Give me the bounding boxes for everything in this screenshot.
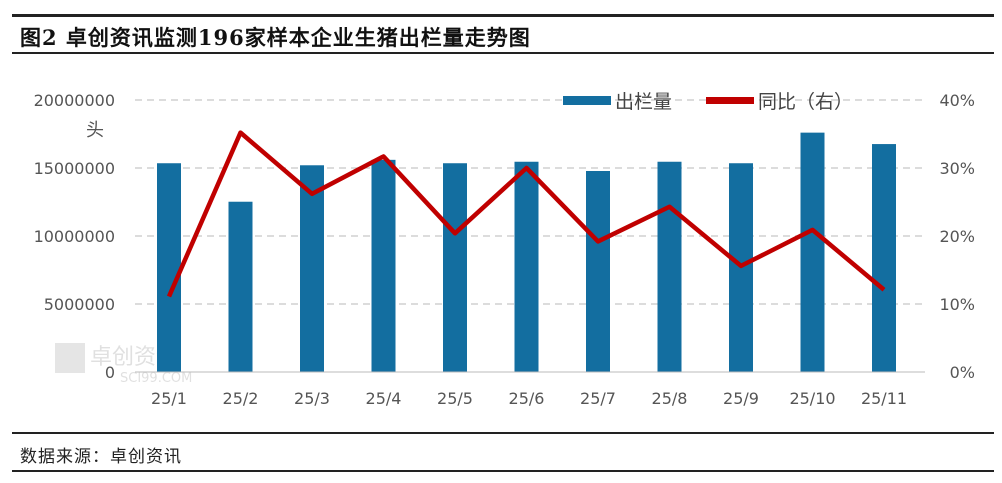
x-tick: 25/9 [723,389,759,408]
bar-25/11 [872,144,896,372]
bar-25/8 [657,161,682,372]
x-tick: 25/5 [437,389,473,408]
y-left-tick: 0 [105,363,115,382]
x-tick: 25/10 [789,389,835,408]
legend-bar-label: 出栏量 [615,91,672,113]
bar-25/5 [443,163,467,372]
y-right-tick: 0% [950,363,975,382]
bar-25/10 [800,132,825,372]
y-left-unit: 头 [86,120,104,141]
x-tick: 25/11 [861,389,907,408]
bar-25/4 [371,159,396,372]
legend-line-label: 同比（右） [758,91,853,113]
source-bottom-rule [12,470,994,472]
x-tick: 25/6 [509,389,545,408]
y-right-tick: 30% [939,159,975,178]
legend: 出栏量 同比（右） [563,91,853,113]
bar-25/2 [228,201,253,372]
title-rule [12,52,994,54]
x-tick: 25/2 [223,389,259,408]
legend-line-swatch [706,97,754,104]
watermark-logo-icon [55,343,85,373]
x-tick: 25/3 [294,389,330,408]
watermark-en: SCI99.COM [120,371,192,386]
source-note: 数据来源：卓创资讯 [20,447,182,467]
y-left-tick: 5000000 [44,295,115,314]
bar-25/1 [157,163,181,372]
y-left-tick: 20000000 [34,91,115,110]
source-top-rule [12,432,994,434]
bar-25/7 [586,170,610,372]
y-left-tick: 10000000 [34,227,115,246]
top-rule [12,14,994,17]
bar-25/6 [514,161,539,372]
y-right-tick: 10% [939,295,975,314]
y-right-tick: 40% [939,91,975,110]
chart-title: 图2 卓创资讯监测196家样本企业生猪出栏量走势图 [20,25,531,50]
x-tick: 25/7 [580,389,616,408]
legend-bar-swatch [563,96,611,105]
y-left-tick: 15000000 [34,159,115,178]
x-tick: 25/1 [151,389,187,408]
y-right-tick: 20% [939,227,975,246]
x-tick: 25/8 [652,389,688,408]
bar-25/3 [300,165,324,372]
x-tick: 25/4 [366,389,402,408]
